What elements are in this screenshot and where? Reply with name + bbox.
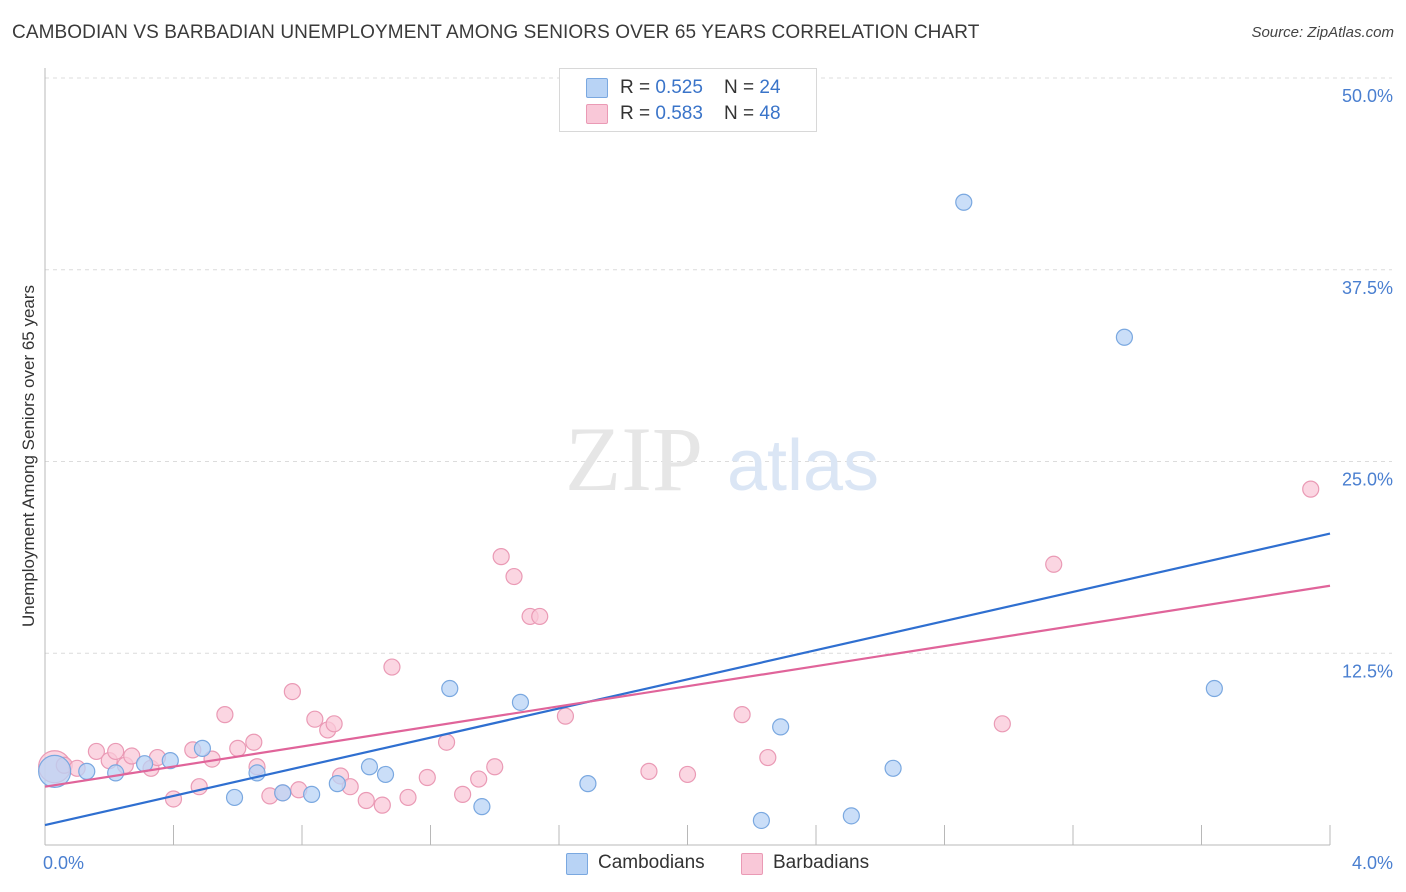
n-label: N = <box>724 103 760 124</box>
barbadian-point <box>325 715 343 733</box>
barbadian-point <box>454 785 472 803</box>
barbadian-point <box>418 768 436 787</box>
cambodian-point <box>441 679 459 698</box>
cambodian-point <box>107 764 125 782</box>
cambodian-point <box>78 762 96 780</box>
y-tick-label: 37.5% <box>1342 278 1393 298</box>
barbadians-swatch <box>586 104 608 124</box>
barbadians-swatch <box>741 853 763 875</box>
barbadian-point <box>470 770 488 788</box>
cambodian-point <box>38 754 72 788</box>
gridlines <box>45 77 1392 654</box>
n-value: 48 <box>759 103 781 124</box>
cambodian-point <box>579 775 597 793</box>
barbadian-point <box>640 762 658 780</box>
cambodian-point <box>884 759 902 777</box>
barbadian-point <box>1302 480 1320 498</box>
barbadian-point <box>1045 555 1063 573</box>
y-tick-label: 12.5% <box>1342 661 1393 681</box>
barbadian-point <box>486 758 504 776</box>
barbadian-point <box>733 706 751 724</box>
barbadian-point <box>283 682 301 701</box>
barbadian-point <box>357 791 375 810</box>
tick-labels: 12.5% 25.0% 37.5% 50.0% 0.0% 4.0% <box>43 86 1393 873</box>
x-tick-label: 4.0% <box>1352 853 1393 873</box>
x-tick-label: 0.0% <box>43 853 84 873</box>
cambodian-point <box>473 798 491 816</box>
barbadian-point <box>306 710 324 728</box>
y-tick-label: 25.0% <box>1342 470 1393 490</box>
barbadians-trend-line <box>44 584 1331 788</box>
barbadian-point <box>556 707 575 725</box>
barbadian-point <box>531 607 549 626</box>
r-label: R = <box>620 77 656 98</box>
r-value: 0.583 <box>655 103 703 124</box>
barbadian-point <box>993 715 1011 733</box>
cambodian-point <box>161 752 179 770</box>
trend-lines <box>44 532 1331 827</box>
barbadian-point <box>759 748 777 767</box>
r-value: 0.525 <box>655 77 703 98</box>
barbadians-label: Barbadians <box>773 852 870 873</box>
n-label: N = <box>724 77 760 98</box>
cambodian-point <box>360 758 379 776</box>
barbadian-point <box>399 788 417 807</box>
y-tick-label: 50.0% <box>1342 86 1393 106</box>
cambodian-point <box>303 785 321 803</box>
barbadian-point <box>505 567 523 586</box>
barbadian-point <box>678 765 697 784</box>
series-cambodians <box>38 193 1223 830</box>
cambodians-trend-line <box>44 532 1331 827</box>
legend-barbadians-text: R = 0.583 N = 48 <box>620 103 781 125</box>
source-credit: Source: ZipAtlas.com <box>1251 24 1394 41</box>
cambodian-point <box>1205 679 1223 698</box>
cambodians-swatch <box>566 853 588 875</box>
cambodian-point <box>955 193 973 211</box>
barbadian-point <box>164 790 183 808</box>
axes <box>44 68 1331 846</box>
cambodian-point <box>752 811 770 830</box>
cambodian-point <box>193 739 212 757</box>
barbadian-point <box>492 548 510 566</box>
cambodian-point <box>328 775 346 793</box>
cambodian-point <box>772 718 790 736</box>
watermark-atlas: atlas <box>727 426 879 506</box>
cambodians-swatch <box>586 78 608 98</box>
cambodian-point <box>274 784 292 802</box>
barbadian-point <box>437 733 456 751</box>
barbadian-point <box>123 747 141 765</box>
cambodian-point <box>842 807 860 825</box>
barbadian-point <box>383 658 401 676</box>
watermark: ZIP atlas <box>565 408 879 510</box>
correlation-legend: R = 0.525 N = 24 R = 0.583 N = 48 <box>559 68 817 132</box>
barbadian-point <box>373 796 391 814</box>
barbadian-point <box>87 742 106 761</box>
series-barbadians <box>38 480 1320 814</box>
legend-cambodians-text: R = 0.525 N = 24 <box>620 77 781 99</box>
cambodian-point <box>225 788 244 807</box>
n-value: 24 <box>759 77 781 98</box>
cambodian-point <box>1115 328 1134 346</box>
cambodians-label: Cambodians <box>598 852 705 873</box>
watermark-zip: ZIP <box>565 408 703 510</box>
barbadian-point <box>107 742 125 761</box>
barbadian-point <box>245 733 263 751</box>
barbadian-point <box>229 739 247 757</box>
r-label: R = <box>620 103 656 124</box>
chart-title: CAMBODIAN VS BARBADIAN UNEMPLOYMENT AMON… <box>12 22 980 43</box>
cambodian-point <box>511 693 530 711</box>
barbadian-point <box>216 706 234 724</box>
cambodian-point <box>376 765 395 784</box>
